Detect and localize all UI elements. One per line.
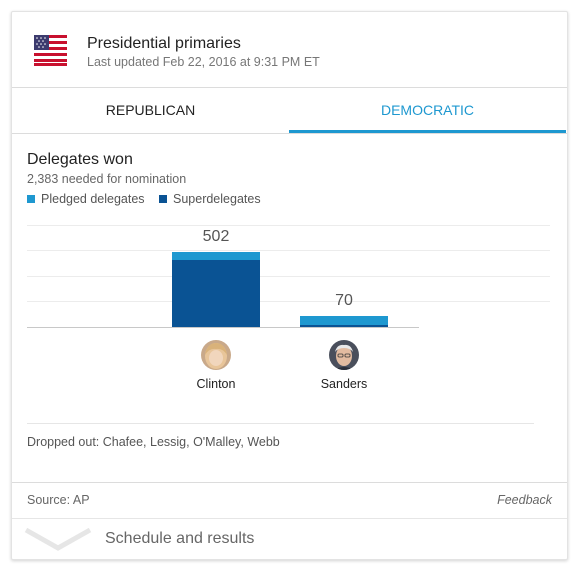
gridline [27, 276, 550, 277]
section-subtitle: 2,383 needed for nomination [27, 172, 187, 186]
card-header: Presidential primaries Last updated Feb … [12, 12, 567, 88]
dropped-divider [27, 423, 534, 424]
legend-item-superdelegates: Superdelegates [159, 192, 261, 206]
bar-clinton-pledged-delegates [172, 252, 260, 260]
tab-democratic[interactable]: DEMOCRATIC [380, 102, 475, 118]
header-divider [12, 87, 567, 88]
dropped-out-text: Dropped out: Chafee, Lessig, O'Malley, W… [27, 435, 280, 449]
section-title: Delegates won [27, 151, 133, 168]
election-card: Presidential primaries Last updated Feb … [11, 11, 568, 560]
source-text: Source: AP [27, 493, 90, 507]
gridline [27, 301, 550, 302]
superdelegates-swatch [159, 195, 167, 203]
legend-label-pledged: Pledged delegates [41, 192, 145, 206]
legend-item-pledged: Pledged delegates [27, 192, 145, 206]
us-flag-icon [34, 35, 67, 66]
tab-republican[interactable]: REPUBLICAN [105, 102, 196, 118]
schedule-divider [12, 518, 567, 519]
candidate-name-clinton: Clinton [196, 377, 236, 391]
gridline [27, 225, 550, 226]
clinton-avatar [201, 340, 231, 370]
schedule-and-results-button[interactable]: Schedule and results [12, 519, 567, 559]
bar-sanders-pledged-delegates [300, 316, 388, 325]
footer-divider [12, 482, 567, 483]
chart-baseline [27, 327, 419, 328]
last-updated-text: Last updated Feb 22, 2016 at 9:31 PM ET [87, 55, 320, 69]
card-title: Presidential primaries [87, 35, 241, 52]
chevron-down-icon [24, 527, 92, 551]
feedback-link[interactable]: Feedback [497, 493, 552, 507]
gridline [27, 250, 550, 251]
candidate-name-sanders: Sanders [320, 377, 368, 391]
sanders-avatar [329, 340, 359, 370]
bar-total-label: 502 [202, 228, 230, 245]
active-tab-indicator [289, 130, 566, 133]
bar-clinton-superdelegates [172, 259, 260, 327]
schedule-label: Schedule and results [105, 530, 255, 547]
legend-label-superdelegates: Superdelegates [173, 192, 261, 206]
tabs-divider [12, 133, 567, 134]
bar-sanders-superdelegates [300, 325, 388, 327]
pledged-swatch [27, 195, 35, 203]
bar-total-label: 70 [335, 292, 353, 310]
